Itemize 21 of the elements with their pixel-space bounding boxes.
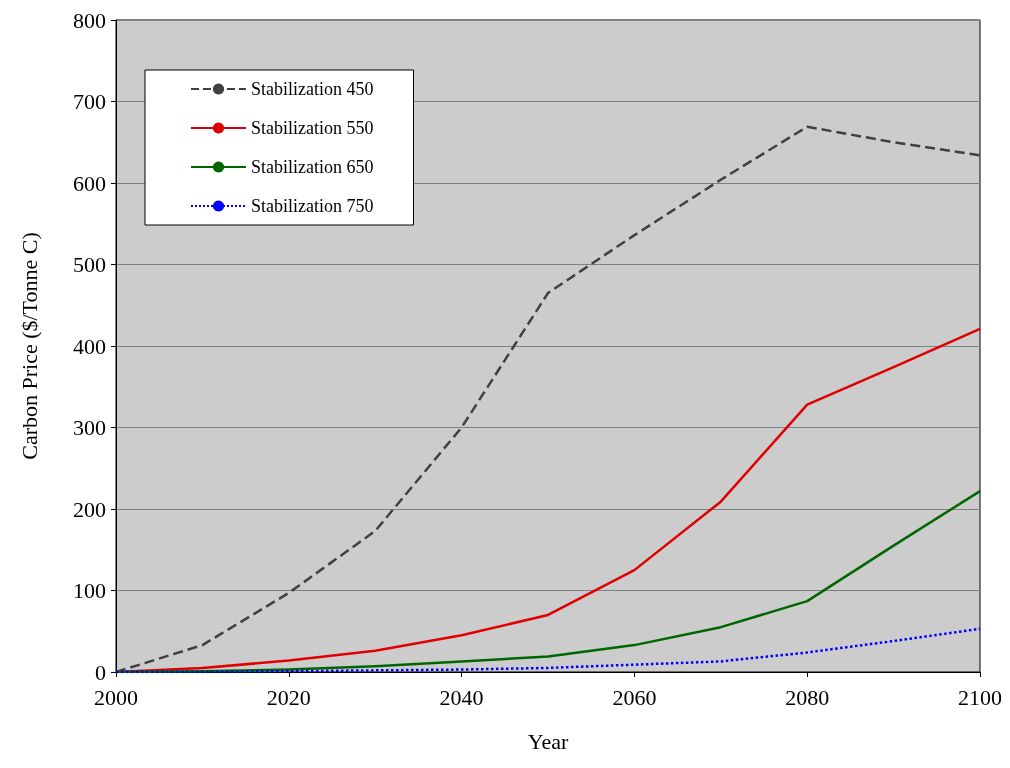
y-tick-label: 700: [73, 89, 106, 114]
x-tick-label: 2080: [785, 684, 830, 710]
legend-label: Stabilization 550: [251, 118, 374, 138]
x-tick-label: 2100: [958, 684, 1002, 710]
x-axis-title: Year: [527, 728, 569, 754]
y-tick-label: 100: [73, 578, 106, 603]
y-tick-label: 600: [73, 170, 106, 196]
legend-label: Stabilization 450: [251, 79, 374, 99]
y-tick-label: 300: [73, 415, 106, 440]
y-tick-label: 400: [73, 333, 106, 359]
legend-label: Stabilization 650: [251, 157, 374, 177]
x-tick-label: 2020: [266, 684, 311, 710]
x-tick-label: 2060: [612, 684, 657, 710]
y-axis-title: Carbon Price ($/Tonne C): [16, 232, 42, 460]
y-tick-label: 800: [73, 7, 106, 33]
y-tick-label: 500: [73, 252, 106, 277]
y-tick-label: 0: [95, 659, 106, 685]
x-tick-label: 2040: [439, 684, 484, 710]
y-tick-label: 200: [73, 496, 106, 522]
x-tick-label: 2000: [94, 684, 138, 710]
legend-label: Stabilization 750: [251, 196, 374, 216]
